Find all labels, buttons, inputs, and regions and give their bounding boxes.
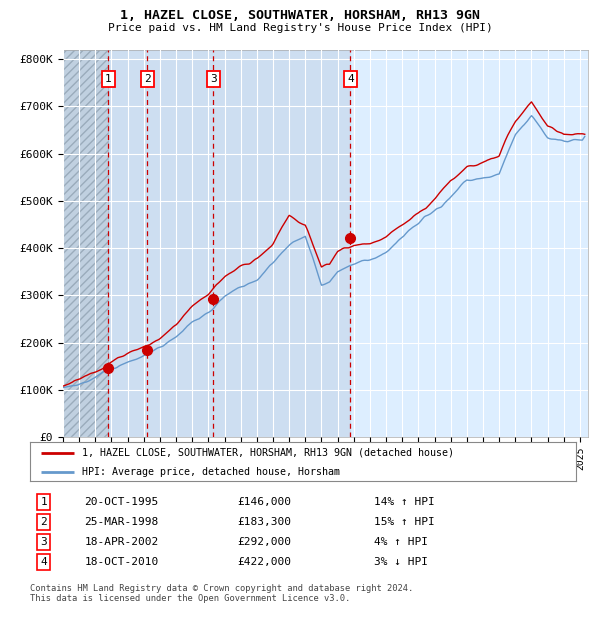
Text: 15% ↑ HPI: 15% ↑ HPI xyxy=(374,517,435,527)
Text: 25-MAR-1998: 25-MAR-1998 xyxy=(85,517,159,527)
Text: 3% ↓ HPI: 3% ↓ HPI xyxy=(374,557,428,567)
Bar xyxy=(147,50,213,437)
Text: 18-APR-2002: 18-APR-2002 xyxy=(85,537,159,547)
Text: 2: 2 xyxy=(40,517,47,527)
Text: Price paid vs. HM Land Registry's House Price Index (HPI): Price paid vs. HM Land Registry's House … xyxy=(107,23,493,33)
Text: 14% ↑ HPI: 14% ↑ HPI xyxy=(374,497,435,507)
Text: £292,000: £292,000 xyxy=(238,537,292,547)
Text: £146,000: £146,000 xyxy=(238,497,292,507)
Bar xyxy=(63,50,108,437)
Text: 4% ↑ HPI: 4% ↑ HPI xyxy=(374,537,428,547)
Text: Contains HM Land Registry data © Crown copyright and database right 2024.
This d: Contains HM Land Registry data © Crown c… xyxy=(30,584,413,603)
Bar xyxy=(108,50,147,437)
Text: £422,000: £422,000 xyxy=(238,557,292,567)
Text: 4: 4 xyxy=(347,74,354,84)
Bar xyxy=(63,50,108,437)
Text: 1, HAZEL CLOSE, SOUTHWATER, HORSHAM, RH13 9GN (detached house): 1, HAZEL CLOSE, SOUTHWATER, HORSHAM, RH1… xyxy=(82,448,454,458)
Text: 2: 2 xyxy=(144,74,151,84)
Text: 20-OCT-1995: 20-OCT-1995 xyxy=(85,497,159,507)
Text: HPI: Average price, detached house, Horsham: HPI: Average price, detached house, Hors… xyxy=(82,467,340,477)
Text: 4: 4 xyxy=(40,557,47,567)
Text: 1: 1 xyxy=(105,74,112,84)
Text: 1, HAZEL CLOSE, SOUTHWATER, HORSHAM, RH13 9GN: 1, HAZEL CLOSE, SOUTHWATER, HORSHAM, RH1… xyxy=(120,9,480,22)
Text: 1: 1 xyxy=(40,497,47,507)
Text: £183,300: £183,300 xyxy=(238,517,292,527)
Bar xyxy=(213,50,350,437)
Text: 18-OCT-2010: 18-OCT-2010 xyxy=(85,557,159,567)
Text: 3: 3 xyxy=(40,537,47,547)
Text: 3: 3 xyxy=(210,74,217,84)
